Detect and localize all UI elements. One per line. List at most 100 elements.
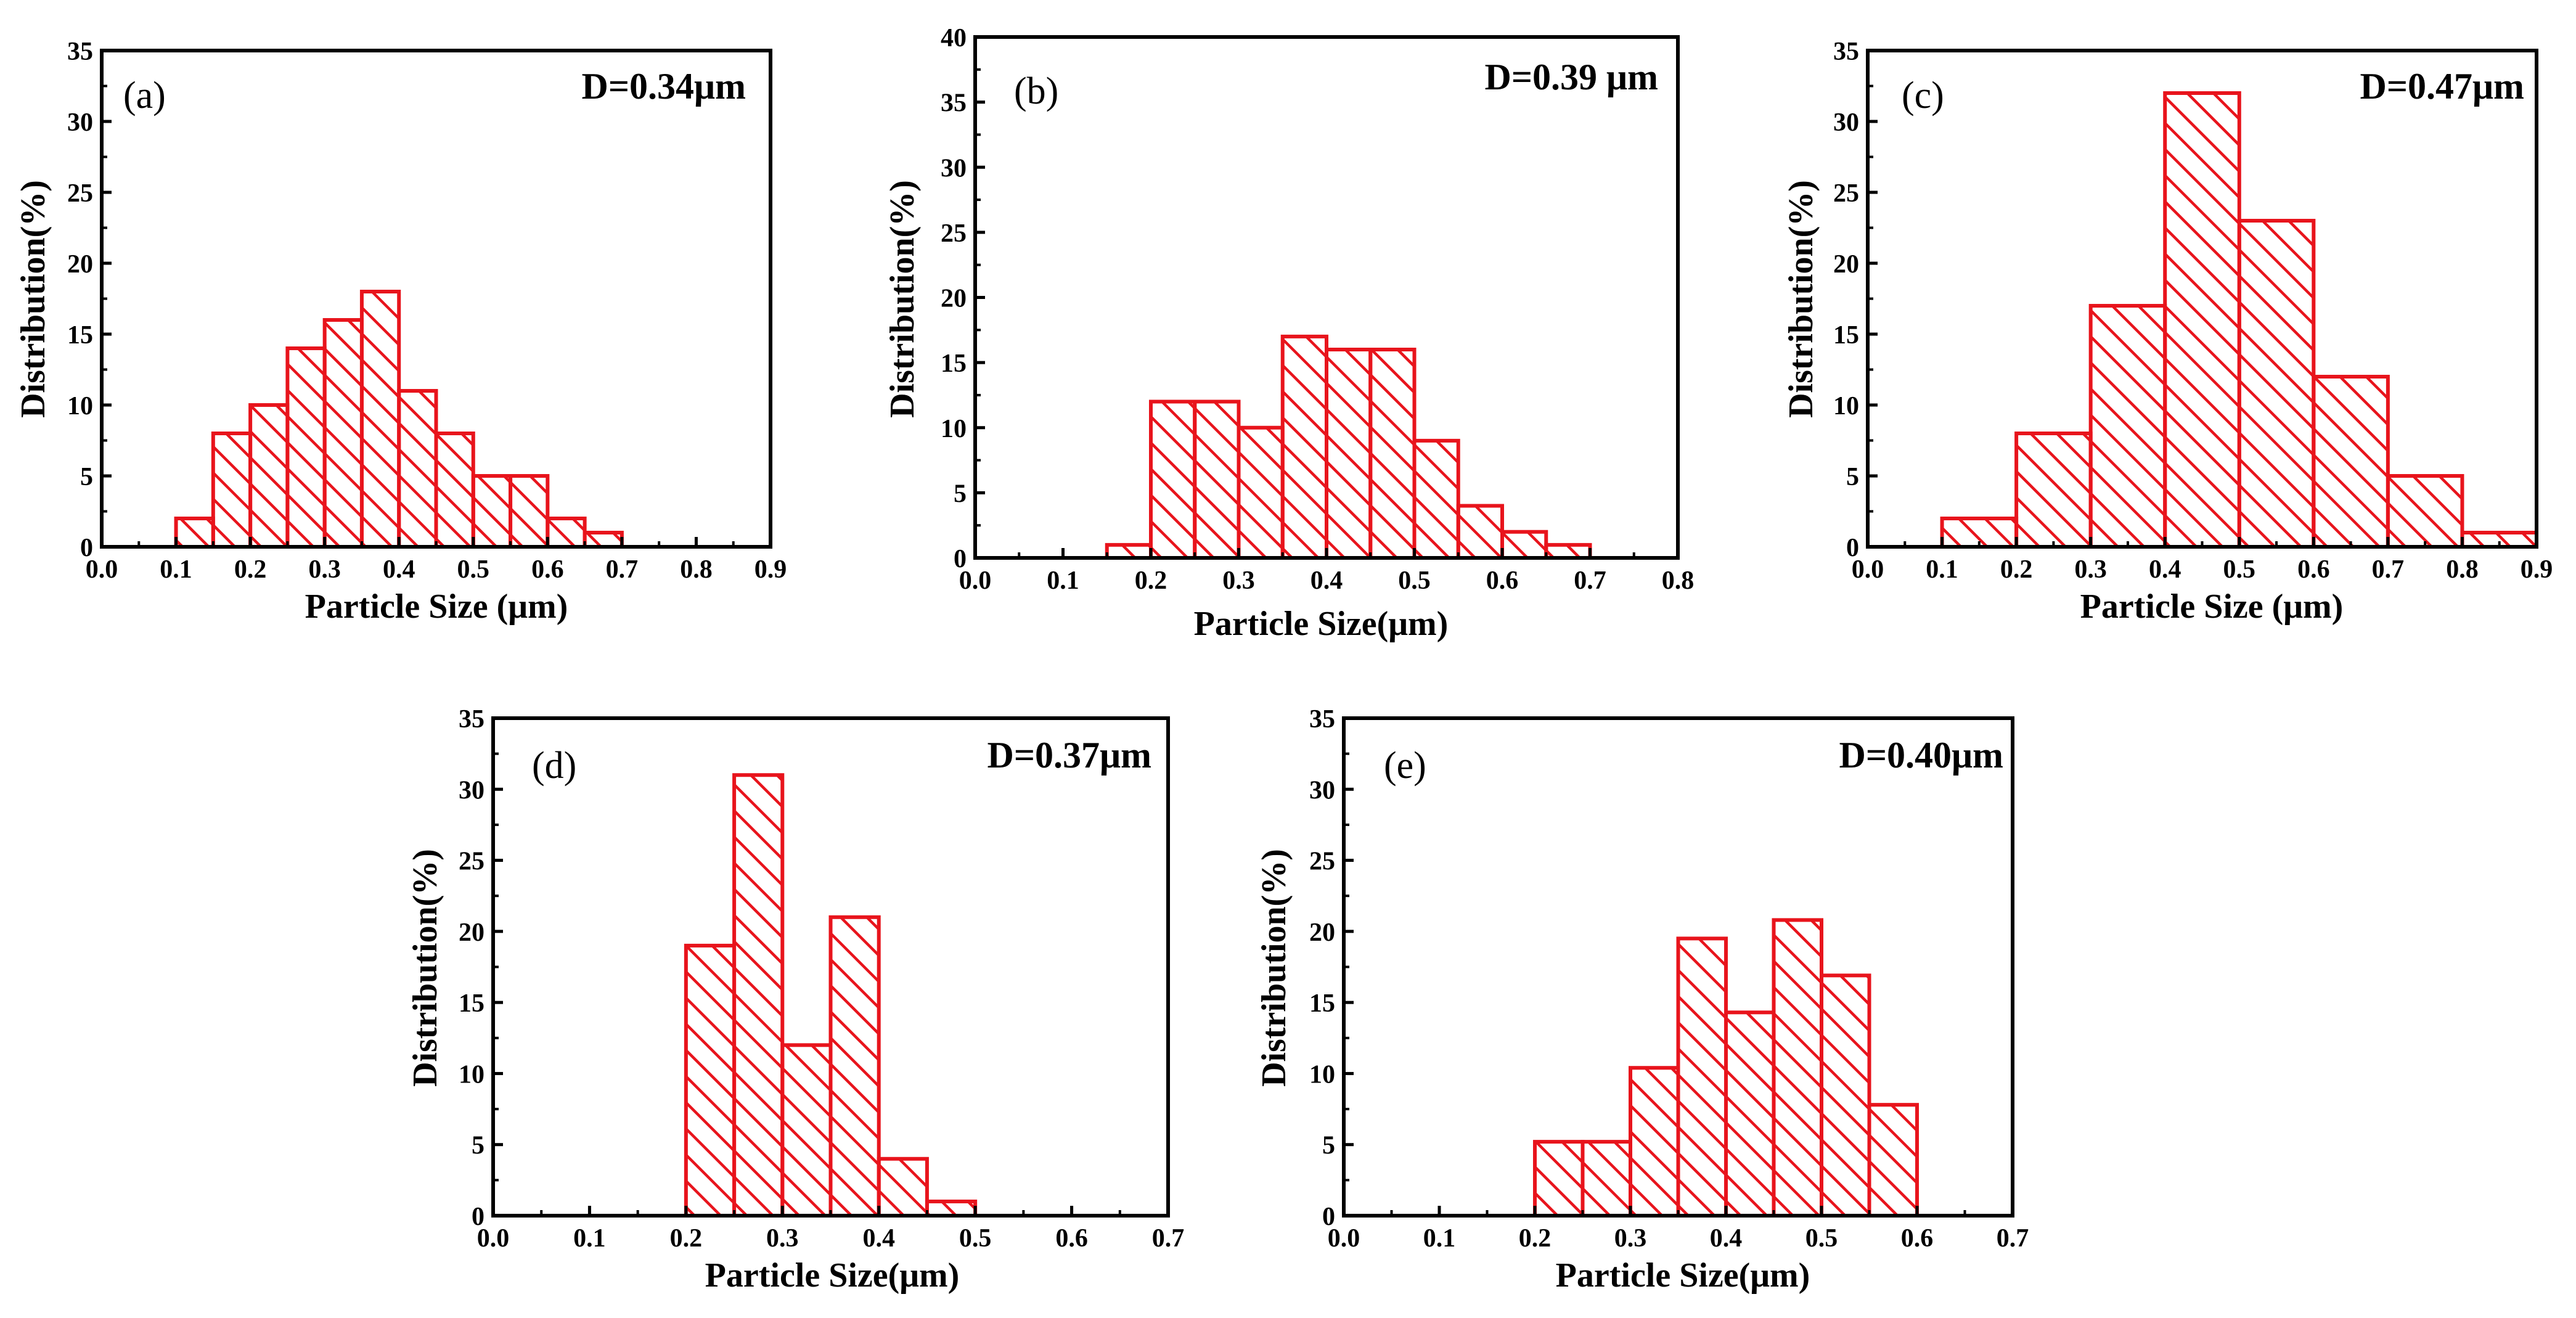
- panel-label: (a): [123, 75, 166, 117]
- y-tick-label: 25: [941, 219, 967, 248]
- y-tick-label: 30: [1833, 108, 1859, 137]
- histogram-bar: [509, 474, 550, 549]
- x-tick-label: 0.4: [383, 555, 415, 584]
- histogram-bar: [1533, 1140, 1585, 1218]
- histogram-bar: [780, 1043, 833, 1218]
- x-tick-label: 0.9: [2521, 555, 2553, 584]
- histogram-bar: [1149, 399, 1197, 560]
- y-tick-label: 40: [941, 24, 967, 52]
- y-tick-label: 35: [941, 89, 967, 118]
- x-axis-title: Particle Size(μm): [1556, 1256, 1810, 1295]
- x-axis-title: Particle Size (μm): [2080, 587, 2344, 626]
- histogram-bar: [174, 517, 215, 549]
- x-tick-label: 0.3: [1614, 1224, 1647, 1253]
- y-tick-label: 15: [941, 350, 967, 378]
- y-tick-label: 30: [941, 154, 967, 182]
- x-tick-label: 0.1: [1047, 567, 1079, 595]
- histogram-bar: [322, 318, 364, 549]
- histogram-bar: [1544, 542, 1592, 560]
- y-tick-label: 10: [459, 1060, 485, 1089]
- y-tick-label: 0: [80, 534, 93, 562]
- y-tick-label: 10: [67, 392, 93, 420]
- histogram-bar: [1456, 504, 1504, 560]
- x-tick-label: 0.6: [1901, 1224, 1934, 1253]
- y-tick-label: 15: [1309, 989, 1335, 1018]
- histogram-bar: [877, 1156, 929, 1218]
- chart-panel-b: (b) D=0.39 μm Particle Size(μm) Distribu…: [883, 24, 1694, 643]
- histogram-bar: [2237, 219, 2316, 549]
- histogram-bar: [1676, 936, 1728, 1218]
- x-tick-label: 0.0: [1852, 555, 1884, 584]
- histogram-bar: [471, 474, 513, 549]
- x-tick-label: 0.5: [1398, 567, 1431, 595]
- y-tick-label: 0: [472, 1203, 485, 1231]
- x-tick-label: 0.5: [1805, 1224, 1838, 1253]
- y-tick-label: 5: [80, 463, 93, 491]
- histogram-bar: [434, 432, 475, 549]
- histogram-bar: [828, 915, 881, 1218]
- x-tick-label: 0.7: [1997, 1224, 2029, 1253]
- y-axis-title: Distribution(%): [1255, 849, 1293, 1087]
- y-tick-label: 0: [954, 545, 967, 573]
- x-axis-title: Particle Size(μm): [705, 1256, 960, 1295]
- x-tick-label: 0.0: [86, 555, 118, 584]
- histogram-bar: [1237, 425, 1285, 560]
- x-tick-label: 0.5: [959, 1224, 992, 1253]
- x-tick-label: 0.2: [1519, 1224, 1552, 1253]
- histogram-bar: [285, 346, 327, 549]
- y-tick-label: 30: [1309, 776, 1335, 804]
- y-tick-label: 15: [67, 321, 93, 350]
- y-axis-title: Distribution(%): [1782, 180, 1820, 418]
- histogram-bar: [1280, 334, 1328, 560]
- histogram-bar: [546, 517, 587, 549]
- y-tick-label: 20: [459, 919, 485, 947]
- y-axis-title: Distribution(%): [883, 180, 922, 418]
- y-axis-title: Distribution(%): [406, 849, 444, 1087]
- x-tick-label: 0.8: [2446, 555, 2479, 584]
- x-tick-label: 0.8: [680, 555, 713, 584]
- mean-diameter-label: D=0.37μm: [987, 735, 1151, 776]
- y-tick-label: 35: [67, 38, 93, 66]
- x-tick-label: 0.6: [2297, 555, 2330, 584]
- chart-panel-c: (c) D=0.47μm Particle Size (μm) Distribu…: [1782, 38, 2553, 626]
- histogram-bar: [925, 1199, 978, 1218]
- x-tick-label: 0.3: [766, 1224, 799, 1253]
- histogram-bar: [1867, 1103, 1919, 1218]
- x-axis-title: Particle Size (μm): [305, 587, 568, 626]
- y-tick-label: 35: [459, 705, 485, 734]
- x-tick-label: 0.2: [2000, 555, 2033, 584]
- x-tick-label: 0.0: [1328, 1224, 1360, 1253]
- y-tick-label: 10: [1309, 1060, 1335, 1089]
- y-axis-title: Distribution(%): [14, 180, 52, 418]
- y-tick-label: 0: [1846, 534, 1859, 562]
- x-tick-label: 0.7: [2372, 555, 2405, 584]
- x-tick-label: 0.1: [1423, 1224, 1456, 1253]
- histogram-bar: [732, 773, 785, 1218]
- x-axis-title: Particle Size(μm): [1194, 605, 1449, 643]
- histogram-bar: [1724, 1010, 1776, 1218]
- y-tick-label: 15: [1833, 321, 1859, 350]
- histogram-bar: [1580, 1140, 1632, 1218]
- histogram-bar: [1105, 542, 1153, 560]
- chart-panel-a: (a) D=0.34μm Particle Size (μm) Distribu…: [14, 38, 787, 626]
- x-tick-label: 0.1: [160, 555, 192, 584]
- x-tick-label: 0.6: [1486, 567, 1519, 595]
- y-tick-label: 25: [459, 848, 485, 876]
- y-tick-label: 25: [1309, 848, 1335, 876]
- y-tick-label: 5: [1322, 1132, 1335, 1160]
- histogram-bar: [248, 403, 290, 549]
- x-tick-label: 0.5: [2223, 555, 2256, 584]
- histogram-bar: [1368, 348, 1417, 560]
- y-tick-label: 5: [472, 1132, 485, 1160]
- y-tick-label: 10: [1833, 392, 1859, 420]
- y-tick-label: 5: [1846, 463, 1859, 491]
- mean-diameter-label: D=0.40μm: [1839, 735, 2003, 776]
- x-tick-label: 0.2: [670, 1224, 703, 1253]
- y-tick-label: 20: [941, 285, 967, 313]
- mean-diameter-label: D=0.47μm: [2360, 66, 2524, 107]
- histogram-bar: [1193, 399, 1241, 560]
- x-tick-label: 0.5: [457, 555, 490, 584]
- x-tick-label: 0.2: [234, 555, 267, 584]
- chart-panel-e: (e) D=0.40μm Particle Size(μm) Distribut…: [1255, 705, 2029, 1295]
- mean-diameter-label: D=0.34μm: [581, 66, 746, 107]
